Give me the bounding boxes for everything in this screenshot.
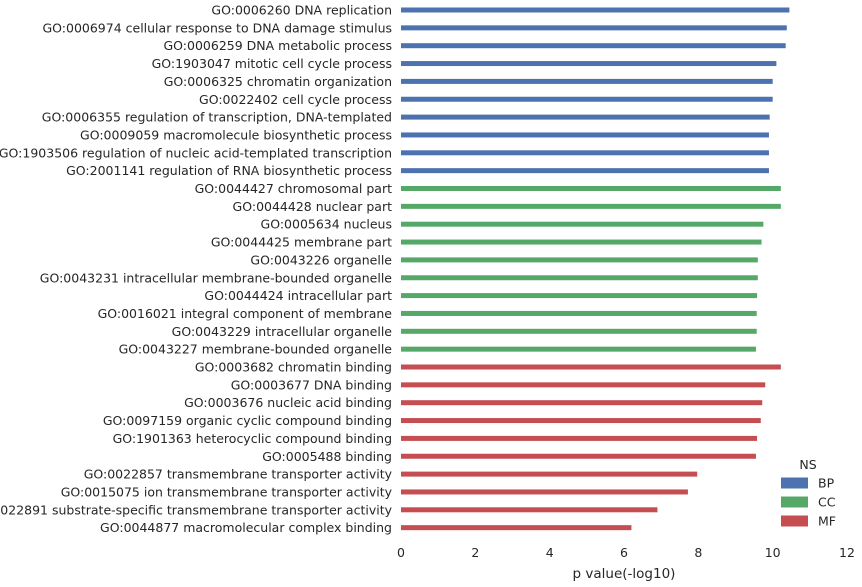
- bar-cc: [401, 275, 758, 281]
- bar-cc: [401, 257, 758, 263]
- bar-bp: [401, 43, 786, 49]
- category-label: GO:0043229 intracellular organelle: [172, 324, 393, 339]
- category-label: GO:0043231 intracellular membrane-bounde…: [40, 270, 393, 285]
- x-tick-label: 4: [546, 545, 554, 560]
- bar-mf: [401, 471, 698, 477]
- bar-cc: [401, 310, 757, 316]
- category-label: GO:0009059 macromolecule biosynthetic pr…: [80, 127, 392, 142]
- category-label: GO:0016021 integral component of membran…: [98, 306, 393, 321]
- category-label: GO:1901363 heterocyclic compound binding: [113, 431, 392, 446]
- bar-bp: [401, 96, 773, 102]
- category-label: GO:0003682 chromatin binding: [195, 360, 392, 375]
- category-label: GO:0006325 chromatin organization: [164, 74, 392, 89]
- bar-cc: [401, 239, 762, 245]
- x-tick-label: 10: [765, 545, 781, 560]
- bar-cc: [401, 293, 758, 299]
- bar-bp: [401, 7, 790, 13]
- category-label: GO:0097159 organic cyclic compound bindi…: [103, 413, 392, 428]
- bar-cc: [401, 203, 781, 209]
- bar-bp: [401, 168, 769, 174]
- category-label: GO:0022891 substrate-specific transmembr…: [0, 502, 393, 517]
- bar-mf: [401, 507, 658, 513]
- bar-cc: [401, 221, 764, 227]
- bar-cc: [401, 186, 781, 191]
- legend-swatch-bp: [781, 477, 808, 489]
- bars-group: [401, 7, 790, 531]
- bar-mf: [401, 489, 688, 495]
- x-tick-label: 2: [471, 545, 479, 560]
- category-label: GO:0044427 chromosomal part: [195, 181, 392, 196]
- bar-bp: [401, 132, 769, 138]
- category-label: GO:0043227 membrane-bounded organelle: [119, 342, 393, 357]
- x-tick-label: 0: [397, 545, 405, 560]
- category-label: GO:0006974 cellular response to DNA dama…: [42, 20, 392, 35]
- category-label: GO:0022857 transmembrane transporter act…: [84, 467, 393, 482]
- category-label: GO:0044877 macromolecular complex bindin…: [100, 520, 392, 535]
- category-label: GO:0044424 intracellular part: [204, 288, 392, 303]
- category-label: GO:0022402 cell cycle process: [199, 92, 392, 107]
- x-tick-label: 6: [620, 545, 628, 560]
- legend-title: NS: [799, 457, 816, 472]
- legend-label-bp: BP: [818, 476, 835, 491]
- category-label: GO:1903047 mitotic cell cycle process: [152, 56, 392, 71]
- category-label: GO:0044425 membrane part: [211, 235, 392, 250]
- bar-mf: [401, 418, 761, 424]
- legend-swatch-cc: [781, 496, 808, 508]
- x-tick-label: 12: [839, 545, 855, 560]
- category-label: GO:1903506 regulation of nucleic acid-te…: [0, 145, 392, 160]
- legend-label-mf: MF: [818, 514, 836, 529]
- category-label: GO:0005634 nucleus: [261, 217, 392, 232]
- bar-bp: [401, 25, 787, 31]
- bar-cc: [401, 328, 757, 334]
- legend-swatch-mf: [781, 515, 808, 527]
- bar-mf: [401, 435, 758, 441]
- bar-mf: [401, 453, 756, 459]
- category-label: GO:0015075 ion transmembrane transporter…: [61, 484, 393, 499]
- category-labels: GO:0006260 DNA replication GO:0006974 cel…: [0, 3, 393, 536]
- category-label: GO:0006260 DNA replication: [211, 3, 392, 18]
- category-label: GO:0044428 nuclear part: [233, 199, 393, 214]
- category-label: GO:0003676 nucleic acid binding: [184, 395, 392, 410]
- category-label: GO:0006259 DNA metabolic process: [164, 38, 393, 53]
- bar-mf: [401, 400, 763, 406]
- legend: NS BP CC MF: [781, 457, 836, 529]
- bar-bp: [401, 114, 770, 120]
- x-tick-label: 8: [694, 545, 702, 560]
- bar-bp: [401, 150, 769, 156]
- legend-label-cc: CC: [818, 495, 836, 510]
- category-label: GO:0005488 binding: [262, 449, 392, 464]
- bar-bp: [401, 78, 773, 84]
- x-axis-ticks: 0 2 4 6 8 10 12: [397, 545, 855, 560]
- bar-bp: [401, 61, 777, 67]
- category-label: GO:0006355 regulation of transcription, …: [42, 110, 392, 125]
- category-label: GO:0043226 organelle: [250, 252, 392, 267]
- category-label: GO:2001141 regulation of RNA biosyntheti…: [66, 163, 392, 178]
- x-axis-title: p value(-log10): [573, 566, 676, 582]
- bar-cc: [401, 346, 756, 352]
- bar-mf: [401, 364, 781, 370]
- bar-mf: [401, 382, 766, 388]
- category-label: GO:0003677 DNA binding: [231, 377, 392, 392]
- bar-mf: [401, 525, 632, 531]
